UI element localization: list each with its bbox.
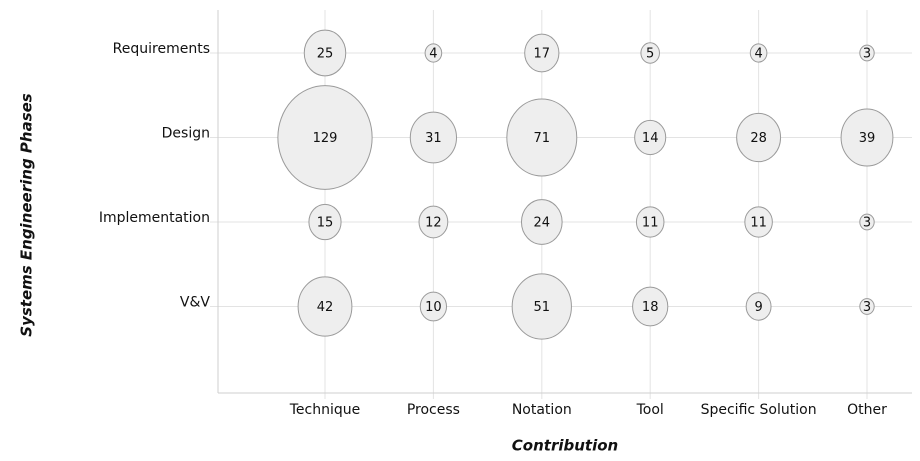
bubble-label: 18 bbox=[642, 300, 659, 315]
bubble bbox=[409, 111, 458, 164]
bubble-label: 3 bbox=[863, 47, 871, 62]
bubble-label: 42 bbox=[317, 300, 334, 315]
x-tick-label: Technique bbox=[289, 402, 361, 418]
bubble-label: 25 bbox=[317, 47, 334, 62]
bubble-label: 4 bbox=[429, 47, 437, 62]
x-tick-label: Other bbox=[847, 402, 887, 418]
bubble-label: 11 bbox=[750, 216, 767, 231]
y-tick-label: Requirements bbox=[113, 41, 210, 57]
bubble bbox=[418, 205, 449, 239]
bubble bbox=[840, 108, 894, 167]
bubble bbox=[524, 33, 560, 73]
bubble-label: 129 bbox=[313, 131, 338, 146]
bubble bbox=[506, 98, 578, 177]
bubble-label: 4 bbox=[754, 47, 762, 62]
bubble bbox=[419, 291, 448, 322]
bubble bbox=[736, 112, 782, 163]
bubble bbox=[859, 44, 875, 62]
bubble bbox=[520, 199, 563, 245]
bubble bbox=[297, 276, 353, 337]
bubble bbox=[744, 206, 773, 238]
bubble-label: 39 bbox=[859, 131, 876, 146]
y-axis-title: Systems Engineering Phases bbox=[18, 93, 36, 337]
bubble-label: 71 bbox=[534, 131, 551, 146]
bubble bbox=[303, 29, 347, 77]
bubble bbox=[640, 42, 660, 64]
bubble-label: 51 bbox=[534, 300, 551, 315]
bubble-label: 24 bbox=[534, 216, 551, 231]
bubble-label: 15 bbox=[317, 216, 334, 231]
bubble-label: 12 bbox=[425, 216, 442, 231]
bubble bbox=[859, 213, 875, 231]
x-tick-label: Specific Solution bbox=[701, 402, 817, 418]
x-tick-label: Process bbox=[407, 402, 460, 418]
bubble bbox=[424, 43, 443, 63]
bubble-label: 11 bbox=[642, 216, 659, 231]
bubble bbox=[308, 203, 342, 241]
bubble-label: 31 bbox=[425, 131, 442, 146]
y-tick-label: Design bbox=[162, 126, 210, 142]
bubble bbox=[749, 43, 768, 63]
bubble bbox=[745, 292, 772, 321]
bubble-label: 3 bbox=[863, 216, 871, 231]
bubble-label: 5 bbox=[646, 47, 654, 62]
bubble bbox=[511, 273, 572, 340]
y-tick-label: Implementation bbox=[99, 210, 210, 226]
bubble-label: 9 bbox=[754, 300, 762, 315]
bubble bbox=[277, 85, 373, 190]
bubble-label: 28 bbox=[750, 131, 767, 146]
bubble bbox=[632, 286, 669, 327]
bubble bbox=[634, 119, 667, 156]
y-tick-label: V&V bbox=[180, 295, 210, 311]
x-tick-label: Tool bbox=[636, 402, 664, 418]
bubble-label: 3 bbox=[863, 300, 871, 315]
bubble-label: 17 bbox=[534, 47, 551, 62]
x-axis-title: Contribution bbox=[512, 437, 618, 455]
x-tick-label: Notation bbox=[512, 402, 572, 418]
bubble-label: 10 bbox=[425, 300, 442, 315]
bubble bbox=[859, 298, 875, 315]
bubble-label: 14 bbox=[642, 131, 659, 146]
bubble bbox=[635, 206, 665, 238]
